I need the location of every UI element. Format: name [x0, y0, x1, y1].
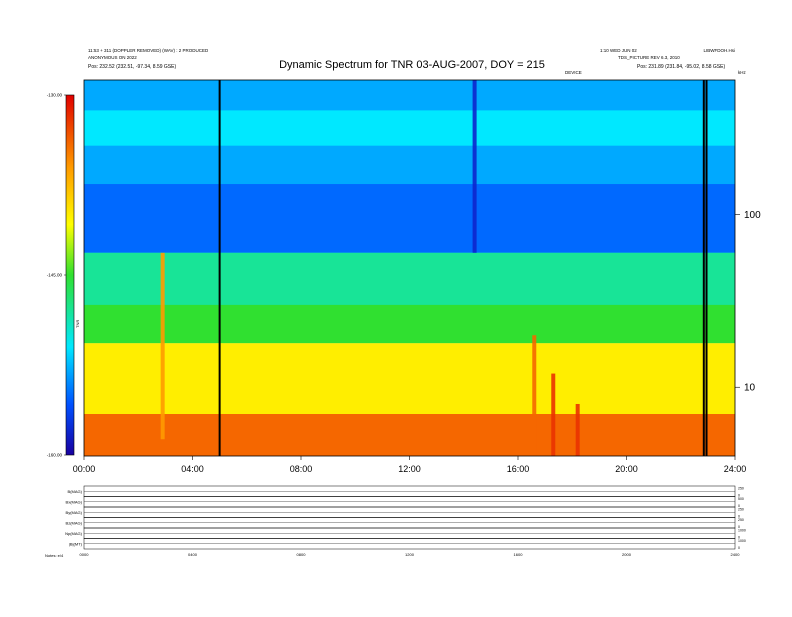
panel-range-high: 500 [738, 497, 744, 501]
bottom-time-axis: 0000 0400 0800 1200 1600 2000 2400 [80, 552, 741, 557]
panel-label: |B|(MT) [69, 541, 83, 546]
radio-burst [160, 252, 165, 440]
panel-range-low: 0 [738, 525, 740, 529]
bottom-tick-label: 1200 [405, 552, 415, 557]
header-right-position: Pos: 231.89 (231.84, -95.02, 8.58 GSE) [637, 64, 725, 70]
frequency-band [84, 145, 735, 185]
bottom-tick-label: 0800 [297, 552, 307, 557]
panel-range-high: 1000 [738, 539, 746, 543]
colorbar-label: TNR [75, 320, 80, 328]
radio-burst [472, 80, 477, 253]
header-left-line-2: ANONYMOUS ON 2022 [88, 55, 137, 60]
panel-range-high: 250 [738, 487, 744, 491]
radio-burst [551, 373, 556, 456]
x-tick-label: 00:00 [73, 464, 96, 474]
parameter-panels: B(MAG)2500Bx(MAG)5000By(MAG)2500Bz(MAG)2… [65, 485, 746, 550]
x-tick-label: 12:00 [398, 464, 421, 474]
panel-label: Bx(MAG) [66, 499, 83, 504]
colorbar [65, 94, 75, 456]
panel-range-high: 250 [738, 508, 744, 512]
header-right-line-2: TDS_PICTURE REV 6.3, 2010 [618, 55, 680, 60]
bottom-tick-label: 2400 [731, 552, 741, 557]
panel-label: Np(MAG) [65, 531, 83, 536]
panel-range-low: 0 [738, 504, 740, 508]
panel-label: Bz(MAG) [66, 520, 83, 525]
bottom-left-label: Notes: e/4 [45, 553, 64, 558]
bottom-tick-label: 0400 [188, 552, 198, 557]
chart-title: Dynamic Spectrum for TNR 03-AUG-2007, DO… [279, 59, 545, 71]
frequency-band [84, 80, 735, 111]
header-left-position: Pos: 232.52 (232.51, -97.34, 8.59 GSE) [88, 64, 176, 70]
panel-label: B(MAG) [68, 489, 83, 494]
frequency-band [84, 184, 735, 253]
panel-range-low: 0 [738, 494, 740, 498]
panel-range-low: 0 [738, 546, 740, 550]
x-tick-label: 08:00 [290, 464, 313, 474]
frequency-band [84, 252, 735, 305]
header-right-line-1: 1:10 WED JUN 02 [600, 48, 637, 53]
header-left-line-1: 11:53 + 311 (DOPPLER REMOVED) (WAV) : 2 … [88, 48, 209, 53]
y-tick-label: 10 [744, 383, 756, 394]
x-tick-label: 24:00 [724, 464, 747, 474]
panel-range-high: 250 [738, 518, 744, 522]
bottom-tick-label: 0000 [80, 552, 90, 557]
header-right-top: LIBWFDOH.Hsi [704, 48, 736, 53]
x-tick-label: 20:00 [615, 464, 638, 474]
radio-burst [575, 403, 580, 456]
x-axis: 00:00 04:00 08:00 12:00 16:00 20:00 24:00 [73, 456, 747, 474]
spectrogram-plot [84, 80, 735, 456]
x-tick-label: 04:00 [181, 464, 204, 474]
bottom-tick-label: 1600 [514, 552, 524, 557]
colorbar-tick-label: -160.00 [47, 453, 63, 458]
frequency-unit: kHz [738, 70, 746, 75]
y-axis-right: 100 10 [735, 210, 761, 394]
y-tick-label: 100 [744, 210, 761, 221]
colorbar-tick-label: -145.00 [47, 273, 63, 278]
frequency-band [84, 414, 735, 456]
frequency-band [84, 343, 735, 415]
top-axis-mark: DEVICE [565, 70, 582, 75]
panel-range-low: 0 [738, 515, 740, 519]
frequency-band [84, 110, 735, 146]
frequency-band [84, 304, 735, 344]
panel-label: By(MAG) [66, 510, 83, 515]
radio-burst [532, 335, 537, 456]
x-tick-label: 16:00 [507, 464, 530, 474]
bottom-tick-label: 2000 [622, 552, 632, 557]
panel-range-low: 0 [738, 536, 740, 540]
panel-range-high: 1000 [738, 529, 746, 533]
colorbar-ticks: -130.00 -145.00 -160.00 [47, 93, 66, 458]
colorbar-tick-label: -130.00 [47, 93, 63, 98]
